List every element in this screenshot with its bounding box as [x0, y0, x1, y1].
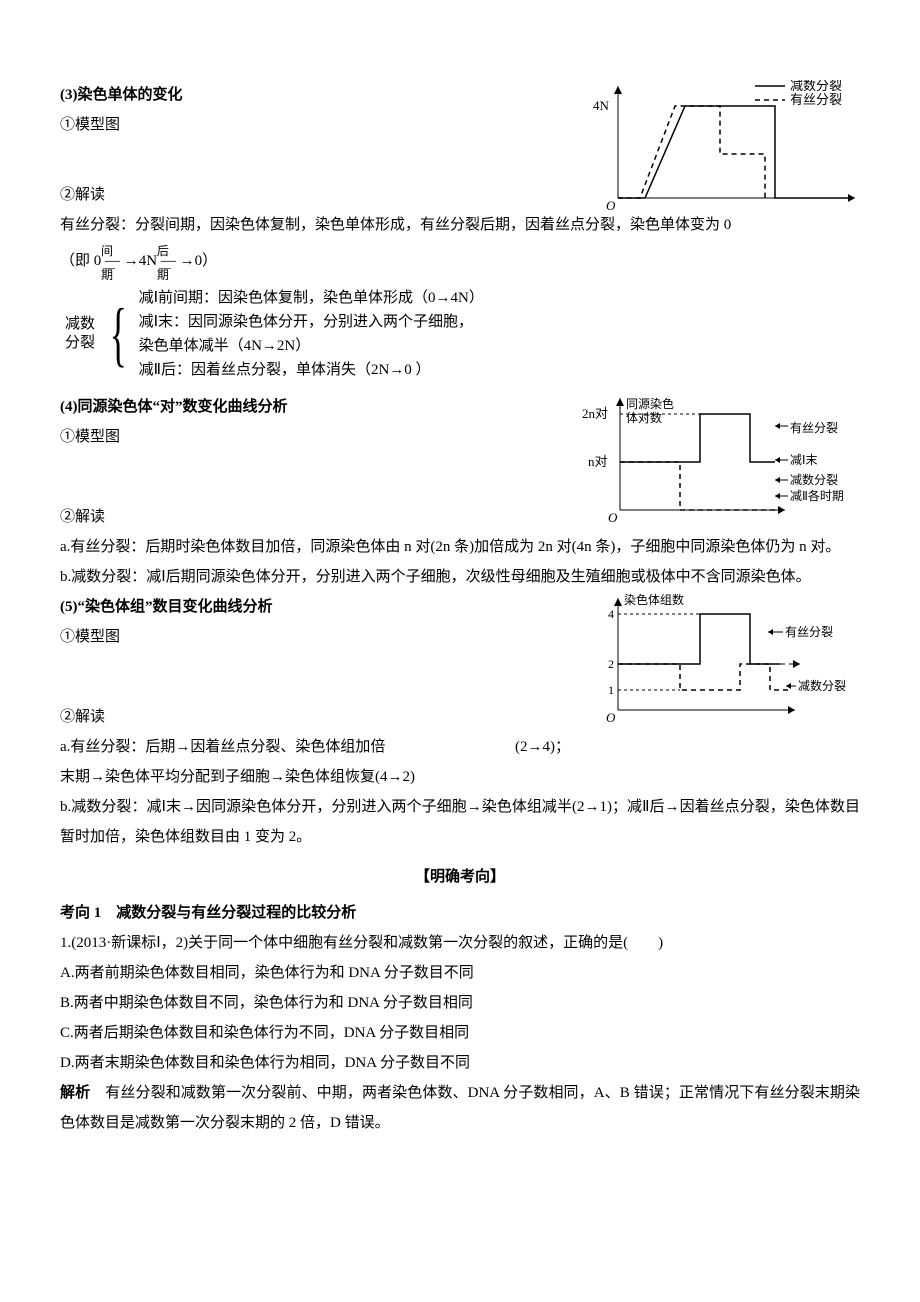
question-1: 1.(2013·新课标Ⅰ，2)关于同一个体中细胞有丝分裂和减数第一次分裂的叙述，…	[60, 928, 860, 958]
origin-O-5: O	[606, 710, 616, 725]
s5-chart: 染色体组数 4 2 1 O 有丝分裂 减数分裂	[590, 592, 860, 727]
exam-direction-header: 【明确考向】	[60, 862, 860, 892]
lab-meiosis-3: 减Ⅱ各时期	[790, 488, 844, 503]
ylab-top-b: 体对数	[626, 410, 662, 425]
option-c: C.两者后期染色体数目和染色体行为不同，DNA 分子数目相同	[60, 1018, 860, 1048]
option-a: A.两者前期染色体数目相同，染色体行为和 DNA 分子数目不同	[60, 958, 860, 988]
s4-interpret-label: ②解读	[60, 502, 580, 532]
y-2n: 2n对	[582, 406, 608, 421]
s3-t2c: →0）	[180, 253, 218, 269]
s3-model-label: ①模型图	[60, 110, 590, 140]
kaoxiang-1-title: 考向 1 减数分裂与有丝分裂过程的比较分析	[60, 898, 860, 928]
y-n: n对	[588, 454, 608, 469]
brace-label-a: 减数	[65, 316, 95, 332]
s5-pb: b.减数分裂：减Ⅰ末→因同源染色体分开，分别进入两个子细胞→染色体组减半(2→1…	[60, 792, 860, 852]
s3-title: (3)染色单体的变化	[60, 80, 590, 110]
lab-mitosis: 有丝分裂	[790, 421, 838, 435]
section-4: (4)同源染色体“对”数变化曲线分析 ①模型图 ②解读 2n对 n对 O 同源染…	[60, 392, 860, 532]
lab5-meiosis: 减数分裂	[798, 678, 846, 693]
lab-meiosis-1: 减Ⅰ末	[790, 453, 818, 467]
brace-line-2: 减Ⅰ末：因同源染色体分开，分别进入两个子细胞，	[139, 310, 484, 334]
ylab-top-a: 同源染色	[626, 396, 674, 411]
s4-pa: a.有丝分裂：后期时染色体数目加倍，同源染色体由 n 对(2n 条)加倍成为 2…	[60, 532, 860, 562]
s5-model-label: ①模型图	[60, 622, 590, 652]
s5-pa2: 末期→染色体平均分配到子细胞→染色体组恢复(4→2)	[60, 762, 860, 792]
s3-t2a: （即 0	[60, 253, 105, 269]
s4-title: (4)同源染色体“对”数变化曲线分析	[60, 392, 580, 422]
s3-text-2: （即 0 —间期— →4N —后期— →0）	[60, 246, 860, 276]
section-5: (5)“染色体组”数目变化曲线分析 ①模型图 ②解读 a.有丝分裂：后期→因着丝…	[60, 592, 860, 762]
s3-text-1: 有丝分裂：分裂间期，因染色体复制，染色单体形成，有丝分裂后期，因着丝点分裂，染色…	[60, 210, 860, 240]
ylab-sets: 染色体组数	[624, 592, 684, 607]
s3-chart: 4N O 减数分裂 有丝分裂	[590, 80, 860, 210]
section-3: (3)染色单体的变化 ①模型图 ②解读 4N O 减数分裂 有丝分裂	[60, 80, 860, 210]
origin-O-4: O	[608, 510, 618, 522]
s4-model-label: ①模型图	[60, 422, 580, 452]
s5-pa1-tail: (2→4)；	[515, 732, 590, 762]
analysis-text: 有丝分裂和减数第一次分裂前、中期，两者染色体数、DNA 分子数相同，A、B 错误…	[60, 1085, 860, 1131]
brace-label-b: 分裂	[65, 335, 95, 351]
s5-pa1: a.有丝分裂：后期→因着丝点分裂、染色体组加倍	[60, 732, 385, 762]
s5-interpret-label: ②解读	[60, 702, 590, 732]
lab5-mitosis: 有丝分裂	[785, 625, 833, 639]
s3-t2b: →4N	[124, 253, 161, 269]
tick-1: 1	[608, 683, 614, 697]
origin-O: O	[606, 198, 616, 210]
brace-line-1: 减Ⅰ前间期：因染色体复制，染色单体形成（0→4N）	[139, 286, 484, 310]
legend-mitosis: 有丝分裂	[790, 92, 842, 107]
option-b: B.两者中期染色体数目不同，染色体行为和 DNA 分子数目相同	[60, 988, 860, 1018]
lab-meiosis-2: 减数分裂	[790, 472, 838, 487]
tick-2: 2	[608, 657, 614, 671]
s3-interpret-label: ②解读	[60, 180, 590, 210]
s3-brace-block: 减数 分裂 { 减Ⅰ前间期：因染色体复制，染色单体形成（0→4N） 减Ⅰ末：因同…	[60, 286, 860, 382]
s4-chart: 2n对 n对 O 同源染色 体对数 有丝分裂 减Ⅰ末 减数分裂 减Ⅱ各时期	[580, 392, 860, 522]
brace-line-3: 染色单体减半（4N→2N）	[139, 334, 484, 358]
s4-pb: b.减数分裂：减Ⅰ后期同源染色体分开，分别进入两个子细胞，次级性母细胞及生殖细胞…	[60, 562, 860, 592]
option-d: D.两者末期染色体数目和染色体行为相同，DNA 分子数目不同	[60, 1048, 860, 1078]
y-4N: 4N	[593, 98, 610, 113]
brace-line-4: 减Ⅱ后：因着丝点分裂，单体消失（2N→0 ）	[139, 358, 484, 382]
analysis-label: 解析	[60, 1085, 90, 1101]
analysis: 解析 有丝分裂和减数第一次分裂前、中期，两者染色体数、DNA 分子数相同，A、B…	[60, 1078, 860, 1138]
s5-title: (5)“染色体组”数目变化曲线分析	[60, 592, 590, 622]
tick-4: 4	[608, 607, 614, 621]
left-brace-icon: {	[110, 298, 129, 370]
